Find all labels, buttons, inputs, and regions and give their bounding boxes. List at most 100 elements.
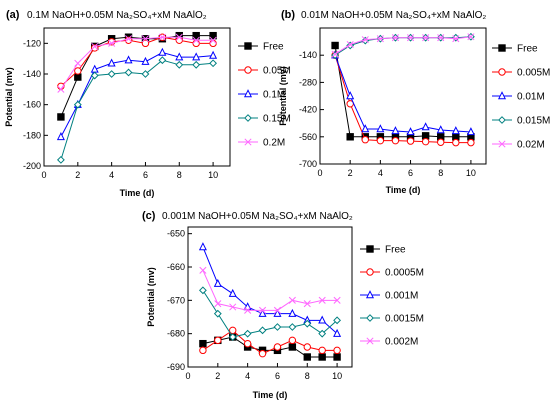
series-line-0.015M xyxy=(334,36,471,56)
y-tick-label: -420 xyxy=(299,105,317,115)
y-tick-label: -700 xyxy=(299,159,317,169)
panel-a-x-axis-label: Time (d) xyxy=(120,188,155,198)
legend-label: 0.002M xyxy=(385,337,418,348)
data-point-0.02M xyxy=(331,50,339,58)
data-point-0.02M xyxy=(376,35,384,43)
data-point-0.015M xyxy=(451,33,460,42)
series-line-0.005M xyxy=(334,55,471,144)
data-point-0.005M xyxy=(361,136,369,144)
data-point-0.0005M xyxy=(243,339,252,348)
y-tick-label: -660 xyxy=(167,262,185,272)
data-point-0.2M xyxy=(192,36,200,44)
data-point-0.2M xyxy=(158,33,166,41)
legend-marker xyxy=(244,114,252,122)
legend-marker xyxy=(366,268,374,276)
data-point-0.01M xyxy=(346,91,355,100)
data-point-0.0015M xyxy=(273,323,282,331)
data-point-0.2M xyxy=(141,35,150,43)
x-tick-label: 0 xyxy=(41,170,46,180)
legend-label: 0.15M xyxy=(263,114,291,125)
data-point-0.0005M xyxy=(273,343,282,351)
y-tick-label: -680 xyxy=(167,329,185,339)
x-tick-label: 6 xyxy=(275,371,280,381)
panel-c-x-ticks: 0 2 4 6 8 10 xyxy=(185,363,342,381)
data-point-0.05M xyxy=(141,39,150,48)
data-point-0.15M xyxy=(175,60,184,69)
y-tick-label: -560 xyxy=(299,132,317,142)
data-point-0.0015M xyxy=(258,326,267,335)
data-point-0.2M xyxy=(124,35,133,43)
legend-marker xyxy=(366,337,374,345)
legend-label: Free xyxy=(263,42,284,53)
series-line-0.02M xyxy=(334,36,471,55)
x-tick-label: 6 xyxy=(143,170,148,180)
x-tick-label: 0 xyxy=(185,371,190,381)
legend-label: 0.02M xyxy=(517,140,545,151)
data-point-0.0015M xyxy=(243,329,252,338)
panel-b: (b) 0.01M NaOH+0.05M Na₂SO₄+xM NaAlO₂ -7… xyxy=(278,9,550,195)
data-point-0.1M xyxy=(158,47,167,56)
data-point-0.2M xyxy=(57,85,65,93)
panel-c-legend: Free 0.0005M 0.001M 0.0015M 0.002M xyxy=(360,245,424,348)
series-line-Free xyxy=(334,45,471,138)
x-tick-label: 0 xyxy=(317,168,322,178)
data-point-0.0005M xyxy=(303,343,311,351)
panel-a-title: 0.1M NaOH+0.05M Na₂SO₄+xM NaAlO₂ xyxy=(27,10,207,21)
y-tick-label: -200 xyxy=(23,161,41,171)
data-point-0.0015M xyxy=(199,286,207,295)
legend-label: 0.01M xyxy=(517,92,545,103)
data-point-0.2M xyxy=(74,59,82,67)
data-point-0.0015M xyxy=(288,323,297,331)
y-tick-label: -280 xyxy=(299,77,317,87)
y-tick-label: -650 xyxy=(167,229,185,239)
data-point-0.001M xyxy=(318,315,327,324)
data-point-0.2M xyxy=(108,39,116,47)
legend-marker xyxy=(365,290,375,299)
data-point-0.01M xyxy=(391,126,400,135)
data-point-0.01M xyxy=(406,127,415,136)
data-point-0.01M xyxy=(451,126,460,135)
data-point-0.1M xyxy=(141,56,150,65)
y-tick-label: -120 xyxy=(23,38,41,48)
y-tick-label: -670 xyxy=(167,295,185,305)
panel-c: (c) 0.001M NaOH+0.05M Na₂SO₄+xM NaAlO₂ -… xyxy=(142,210,424,400)
data-point-0.02M xyxy=(361,36,369,44)
data-point-0.001M xyxy=(333,328,342,337)
panel-b-x-axis-label: Time (d) xyxy=(386,185,421,195)
series-line-0.1M xyxy=(60,51,214,138)
panel-a-plot-frame xyxy=(43,27,231,167)
series-line-0.002M xyxy=(202,270,338,311)
data-point-0.01M xyxy=(376,124,385,133)
data-point-0.15M xyxy=(73,100,82,109)
data-point-0.05M xyxy=(74,67,82,75)
legend-marker xyxy=(498,116,506,124)
legend-marker xyxy=(243,89,253,98)
data-point-0.0015M xyxy=(318,329,327,338)
panel-c-label: (c) xyxy=(142,210,156,222)
panel-a-legend: Free 0.05M 0.1M 0.15M 0.2M xyxy=(238,42,291,149)
data-point-0.0015M xyxy=(213,309,222,318)
data-point-0.002M xyxy=(333,296,341,304)
data-point-0.15M xyxy=(158,56,167,65)
data-point-0.15M xyxy=(107,70,116,78)
panel-a-y-ticks: -200 -180 -160 -140 -120 xyxy=(23,38,48,171)
legend-label: 0.001M xyxy=(385,291,418,302)
data-point-0.05M xyxy=(192,39,200,48)
data-point-Free xyxy=(192,31,200,40)
legend-label: 0.05M xyxy=(263,66,291,77)
data-point-0.005M xyxy=(391,136,400,145)
data-point-Free xyxy=(346,133,354,141)
panel-c-y-ticks: -690 -680 -670 -660 -650 xyxy=(167,229,192,372)
data-point-0.1M xyxy=(209,50,218,59)
data-point-0.001M xyxy=(198,242,207,251)
legend-label: Free xyxy=(517,44,538,55)
data-point-0.0015M xyxy=(333,316,341,325)
data-point-0.1M xyxy=(175,52,184,61)
data-point-0.0005M xyxy=(258,349,267,358)
legend-marker xyxy=(498,140,506,148)
legend-marker xyxy=(244,66,252,74)
data-point-0.2M xyxy=(91,42,99,50)
panel-c-title: 0.001M NaOH+0.05M Na₂SO₄+xM NaAlO₂ xyxy=(162,211,353,222)
data-point-0.2M xyxy=(209,36,217,44)
panel-b-plot-frame xyxy=(319,27,487,165)
